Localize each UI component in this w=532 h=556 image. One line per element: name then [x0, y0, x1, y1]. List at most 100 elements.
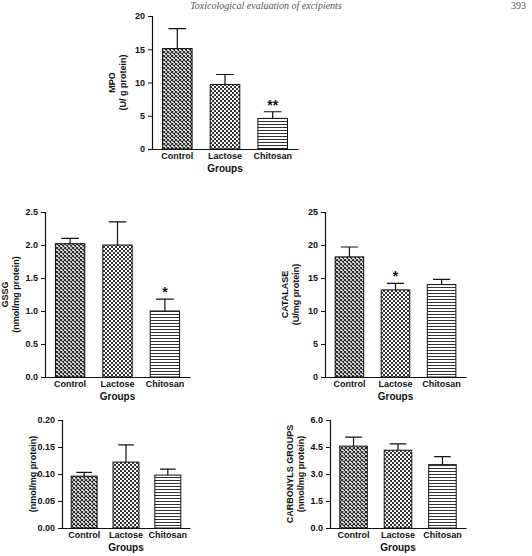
- y-axis-title: GSSG: [0, 281, 10, 307]
- y-tick-mark: [58, 420, 62, 421]
- x-axis-title: Groups: [207, 163, 243, 174]
- y-tick-mark: [321, 344, 325, 345]
- y-tick-label: 4.5: [310, 442, 323, 452]
- y-tick-label: 15: [135, 45, 145, 55]
- error-bar: [118, 445, 134, 462]
- x-tick: Lactose: [100, 377, 134, 389]
- significance-marker: *: [393, 268, 399, 284]
- y-axis-title: (nmol/mg protein): [11, 256, 21, 333]
- y-tick-label: 5: [313, 339, 318, 349]
- y-tick-label: 1.5: [310, 496, 323, 506]
- y-tick-mark: [148, 16, 152, 17]
- x-tick-label: Lactose: [378, 379, 412, 389]
- y-tick-label: 0: [140, 144, 145, 154]
- error-bar: [160, 469, 176, 475]
- x-tick-label: Lactose: [100, 379, 134, 389]
- y-tick: 0.0: [25, 372, 45, 382]
- y-tick: 0.5: [25, 339, 45, 349]
- plot-area: [162, 29, 287, 149]
- error-bar: [216, 75, 234, 85]
- bar: [384, 450, 412, 528]
- y-tick-mark: [58, 474, 62, 475]
- y-tick-label: 0.0: [25, 372, 38, 382]
- significance-marker: **: [267, 97, 278, 113]
- x-axis: ControlLactoseChitosan: [331, 528, 467, 540]
- x-tick-label: Lactose: [109, 530, 143, 540]
- x-axis-line: [326, 377, 467, 378]
- y-tick-mark: [326, 501, 330, 502]
- y-tick-mark: [41, 377, 45, 378]
- y-tick-label: 2.5: [25, 207, 38, 217]
- y-tick-mark: [326, 528, 330, 529]
- y-tick: 0: [140, 144, 152, 154]
- x-axis: ControlLactoseChitosan: [63, 528, 191, 540]
- chart: 0.000.050.100.150.20ControlLactoseChitos…: [28, 415, 191, 553]
- x-axis: Control Lactose Chitosan: [326, 377, 467, 389]
- error-bar: [341, 247, 358, 257]
- y-tick: 10: [135, 78, 152, 88]
- page-number: 393: [511, 0, 526, 11]
- y-tick: 1.5: [25, 273, 45, 283]
- x-tick-label: Control: [54, 379, 86, 389]
- y-axis-title: (U/ g protein): [118, 55, 128, 111]
- error-bar: [390, 444, 407, 450]
- y-axis-line: [41, 213, 46, 378]
- y-tick: 2.5: [25, 207, 45, 217]
- x-axis-title: Groups: [100, 391, 136, 402]
- x-tick-label: Control: [161, 151, 193, 161]
- y-tick: 0.0: [310, 523, 330, 533]
- error-bar: [434, 457, 451, 465]
- y-tick: 5: [140, 111, 152, 121]
- y-axis-title: CATALASE: [280, 271, 290, 319]
- x-tick-label: Control: [338, 530, 370, 540]
- bar: [429, 465, 457, 528]
- y-tick-mark: [321, 311, 325, 312]
- y-tick-label: 20: [308, 240, 318, 250]
- significance-marker: *: [162, 284, 168, 300]
- y-axis-line: [326, 421, 331, 529]
- y-tick-mark: [326, 474, 330, 475]
- bar: [427, 285, 456, 377]
- bar: [162, 49, 192, 149]
- y-tick-label: 0.0: [310, 523, 323, 533]
- bar: [113, 462, 139, 528]
- y-tick-mark: [148, 83, 152, 84]
- y-tick: 0: [313, 372, 325, 382]
- x-axis-title: Groups: [378, 391, 414, 402]
- x-axis: ControlLactoseChitosan: [153, 149, 299, 161]
- y-tick: 25: [308, 207, 325, 217]
- y-axis-line: [58, 421, 63, 529]
- y-tick: 4.5: [310, 442, 330, 452]
- x-axis: ControlLactoseChitosan: [46, 377, 191, 389]
- bar: [335, 257, 364, 377]
- y-axis-line: [321, 213, 326, 378]
- y-tick-label: 3.0: [310, 469, 323, 479]
- y-tick: 0.00: [37, 523, 62, 533]
- chart: 0510152025ControlLactoseChitosanGroupsCA…: [280, 207, 467, 402]
- x-tick-label: Control: [333, 379, 365, 389]
- y-tick-mark: [41, 212, 45, 213]
- y-tick-label: 5: [140, 111, 145, 121]
- figure: Toxicological evaluation of excipients39…: [0, 0, 532, 556]
- bar: [71, 476, 97, 528]
- y-axis: 0.00.51.01.52.02.5: [25, 207, 45, 382]
- y-tick: 20: [135, 11, 152, 21]
- y-tick: 2.0: [25, 240, 45, 250]
- x-tick: Chitosan: [422, 377, 461, 389]
- x-tick-label: Chitosan: [423, 530, 462, 540]
- y-tick-label: 0.05: [37, 496, 55, 506]
- x-tick-label: Chitosan: [149, 530, 188, 540]
- y-tick-mark: [58, 447, 62, 448]
- y-tick-label: 1.5: [25, 273, 38, 283]
- bar: [155, 475, 181, 528]
- x-tick-label: Chitosan: [422, 379, 461, 389]
- bar: [381, 290, 410, 377]
- y-tick-label: 0.20: [37, 415, 55, 425]
- error-bar: [76, 472, 92, 476]
- x-tick-label: Chitosan: [253, 151, 292, 161]
- chart: 05101520ControlLactoseChitosanGroupsMPO(…: [107, 11, 299, 174]
- error-bar: [345, 437, 362, 446]
- plot-area: [55, 222, 179, 377]
- y-axis-title: CARBONYLS GROUPS: [285, 425, 295, 524]
- plot-area: [71, 445, 181, 528]
